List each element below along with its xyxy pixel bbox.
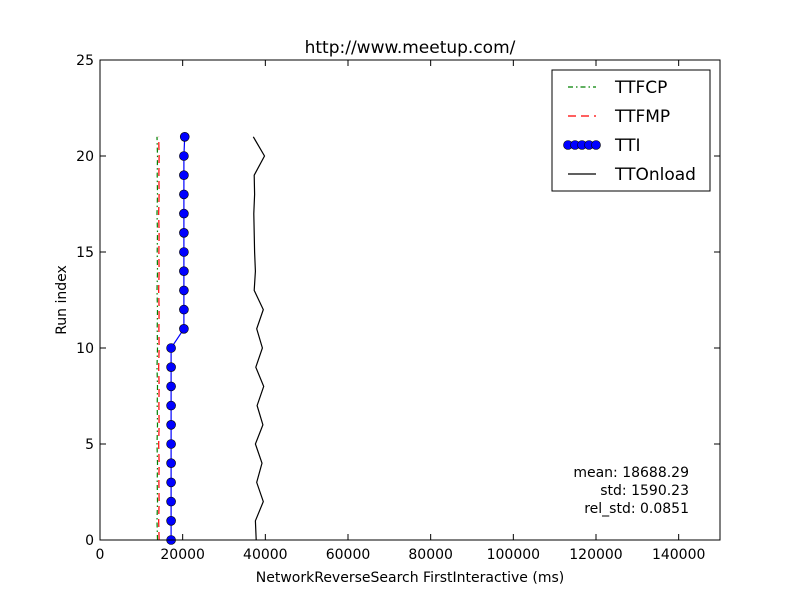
y-tick-label: 25 [76,53,94,69]
x-axis-label: NetworkReverseSearch FirstInteractive (m… [256,570,564,586]
point-tti [179,286,188,295]
legend-marker-tti [592,141,601,150]
y-tick-label: 5 [85,437,94,453]
point-tti [179,209,188,218]
stats-annotation: mean: 18688.29 std: 1590.23 rel_std: 0.0… [573,465,689,517]
y-axis-label: Run index [54,265,70,335]
legend-label-ttfmp: TTFMP [614,107,670,127]
point-tti [179,324,188,333]
point-tti [167,497,176,506]
legend: TTFCP TTFMP TTI TTOnload [552,70,710,191]
point-tti [167,420,176,429]
x-tick-label: 100000 [487,547,540,563]
point-tti [179,171,188,180]
point-tti [179,228,188,237]
stat-std: std: 1590.23 [600,483,689,499]
point-tti [179,152,188,161]
y-tick-label: 15 [76,245,94,261]
x-tick-label: 20000 [160,547,205,563]
x-tick-label: 140000 [652,547,705,563]
legend-label-ttfcp: TTFCP [614,78,667,98]
stat-mean: mean: 18688.29 [573,465,689,481]
point-tti [179,267,188,276]
point-tti [167,516,176,525]
y-tick-label: 0 [85,533,94,549]
series-line-ttonload [253,137,264,540]
point-tti [167,401,176,410]
point-tti [167,344,176,353]
x-tick-label: 120000 [569,547,622,563]
point-tti [180,132,189,141]
stat-rel-std: rel_std: 0.0851 [584,501,689,517]
point-tti [167,459,176,468]
legend-label-ttonload: TTOnload [614,165,696,185]
x-tick-label: 80000 [408,547,453,563]
point-tti [179,305,188,314]
point-tti [167,440,176,449]
y-tick-label: 10 [76,341,94,357]
point-tti [167,382,176,391]
legend-tti-markers [564,141,601,150]
chart-title: http://www.meetup.com/ [305,38,516,58]
point-tti [179,248,188,257]
legend-label-tti: TTI [614,136,640,156]
x-tick-label: 0 [96,547,105,563]
y-tick-label: 20 [76,149,94,165]
x-tick-label: 60000 [326,547,371,563]
series-layer [157,132,265,544]
point-tti [179,190,188,199]
point-tti [167,363,176,372]
series-line-ttfcp [157,137,158,540]
x-tick-label: 40000 [243,547,288,563]
point-tti [167,478,176,487]
